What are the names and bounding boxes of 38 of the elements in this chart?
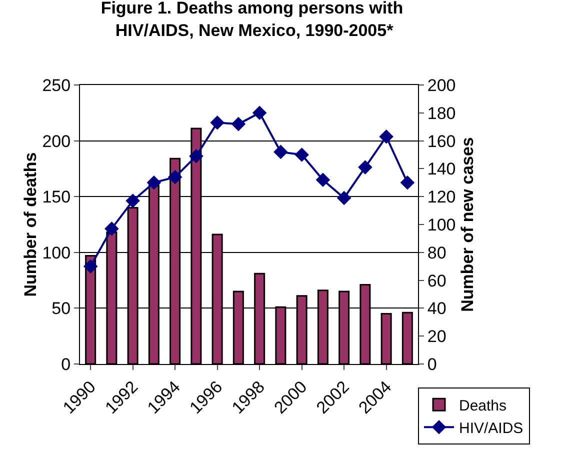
y2-tick-label: 100 <box>427 215 456 234</box>
point <box>210 116 224 130</box>
y-tick-label: 150 <box>42 188 71 207</box>
y2-tick-label: 160 <box>427 132 456 151</box>
y-tick-label: 0 <box>61 354 71 374</box>
legend-label: Deaths <box>459 398 507 414</box>
point <box>126 194 140 208</box>
y2-tick-label: 0 <box>427 354 437 374</box>
y2-tick-label: 180 <box>427 104 456 123</box>
y2-tick-label: 140 <box>427 160 456 179</box>
y2-tick-label: 20 <box>427 327 446 346</box>
point <box>168 170 182 184</box>
point <box>316 172 330 188</box>
point <box>231 116 246 132</box>
y2-tick-label: 120 <box>427 188 456 207</box>
point <box>104 222 119 236</box>
legend-label: HIV/AIDS <box>459 420 524 437</box>
point <box>83 259 98 274</box>
point <box>294 148 309 162</box>
point <box>358 160 372 174</box>
y2-tick-label: 60 <box>427 271 446 290</box>
point <box>146 176 162 190</box>
point <box>252 106 267 120</box>
y-tick-label: 200 <box>42 132 71 151</box>
y-tick-label: 250 <box>42 76 71 95</box>
y2-axis-title: Number of new cases <box>458 137 477 312</box>
point <box>400 176 415 190</box>
point <box>379 129 394 144</box>
point <box>274 144 288 160</box>
y2-tick-label: 80 <box>427 243 446 262</box>
y2-tick-label: 40 <box>427 299 446 318</box>
chart-title: Figure 1. Deaths among persons with HIV/AIDS, New Mexico, 1990-2005* <box>100 0 408 40</box>
point <box>336 190 352 206</box>
y-axis-title: Number of deaths <box>21 152 40 297</box>
y-tick-label: 100 <box>42 243 71 262</box>
y2-tick-label: 200 <box>427 76 456 95</box>
y-tick-label: 50 <box>52 299 71 318</box>
point <box>189 149 204 164</box>
